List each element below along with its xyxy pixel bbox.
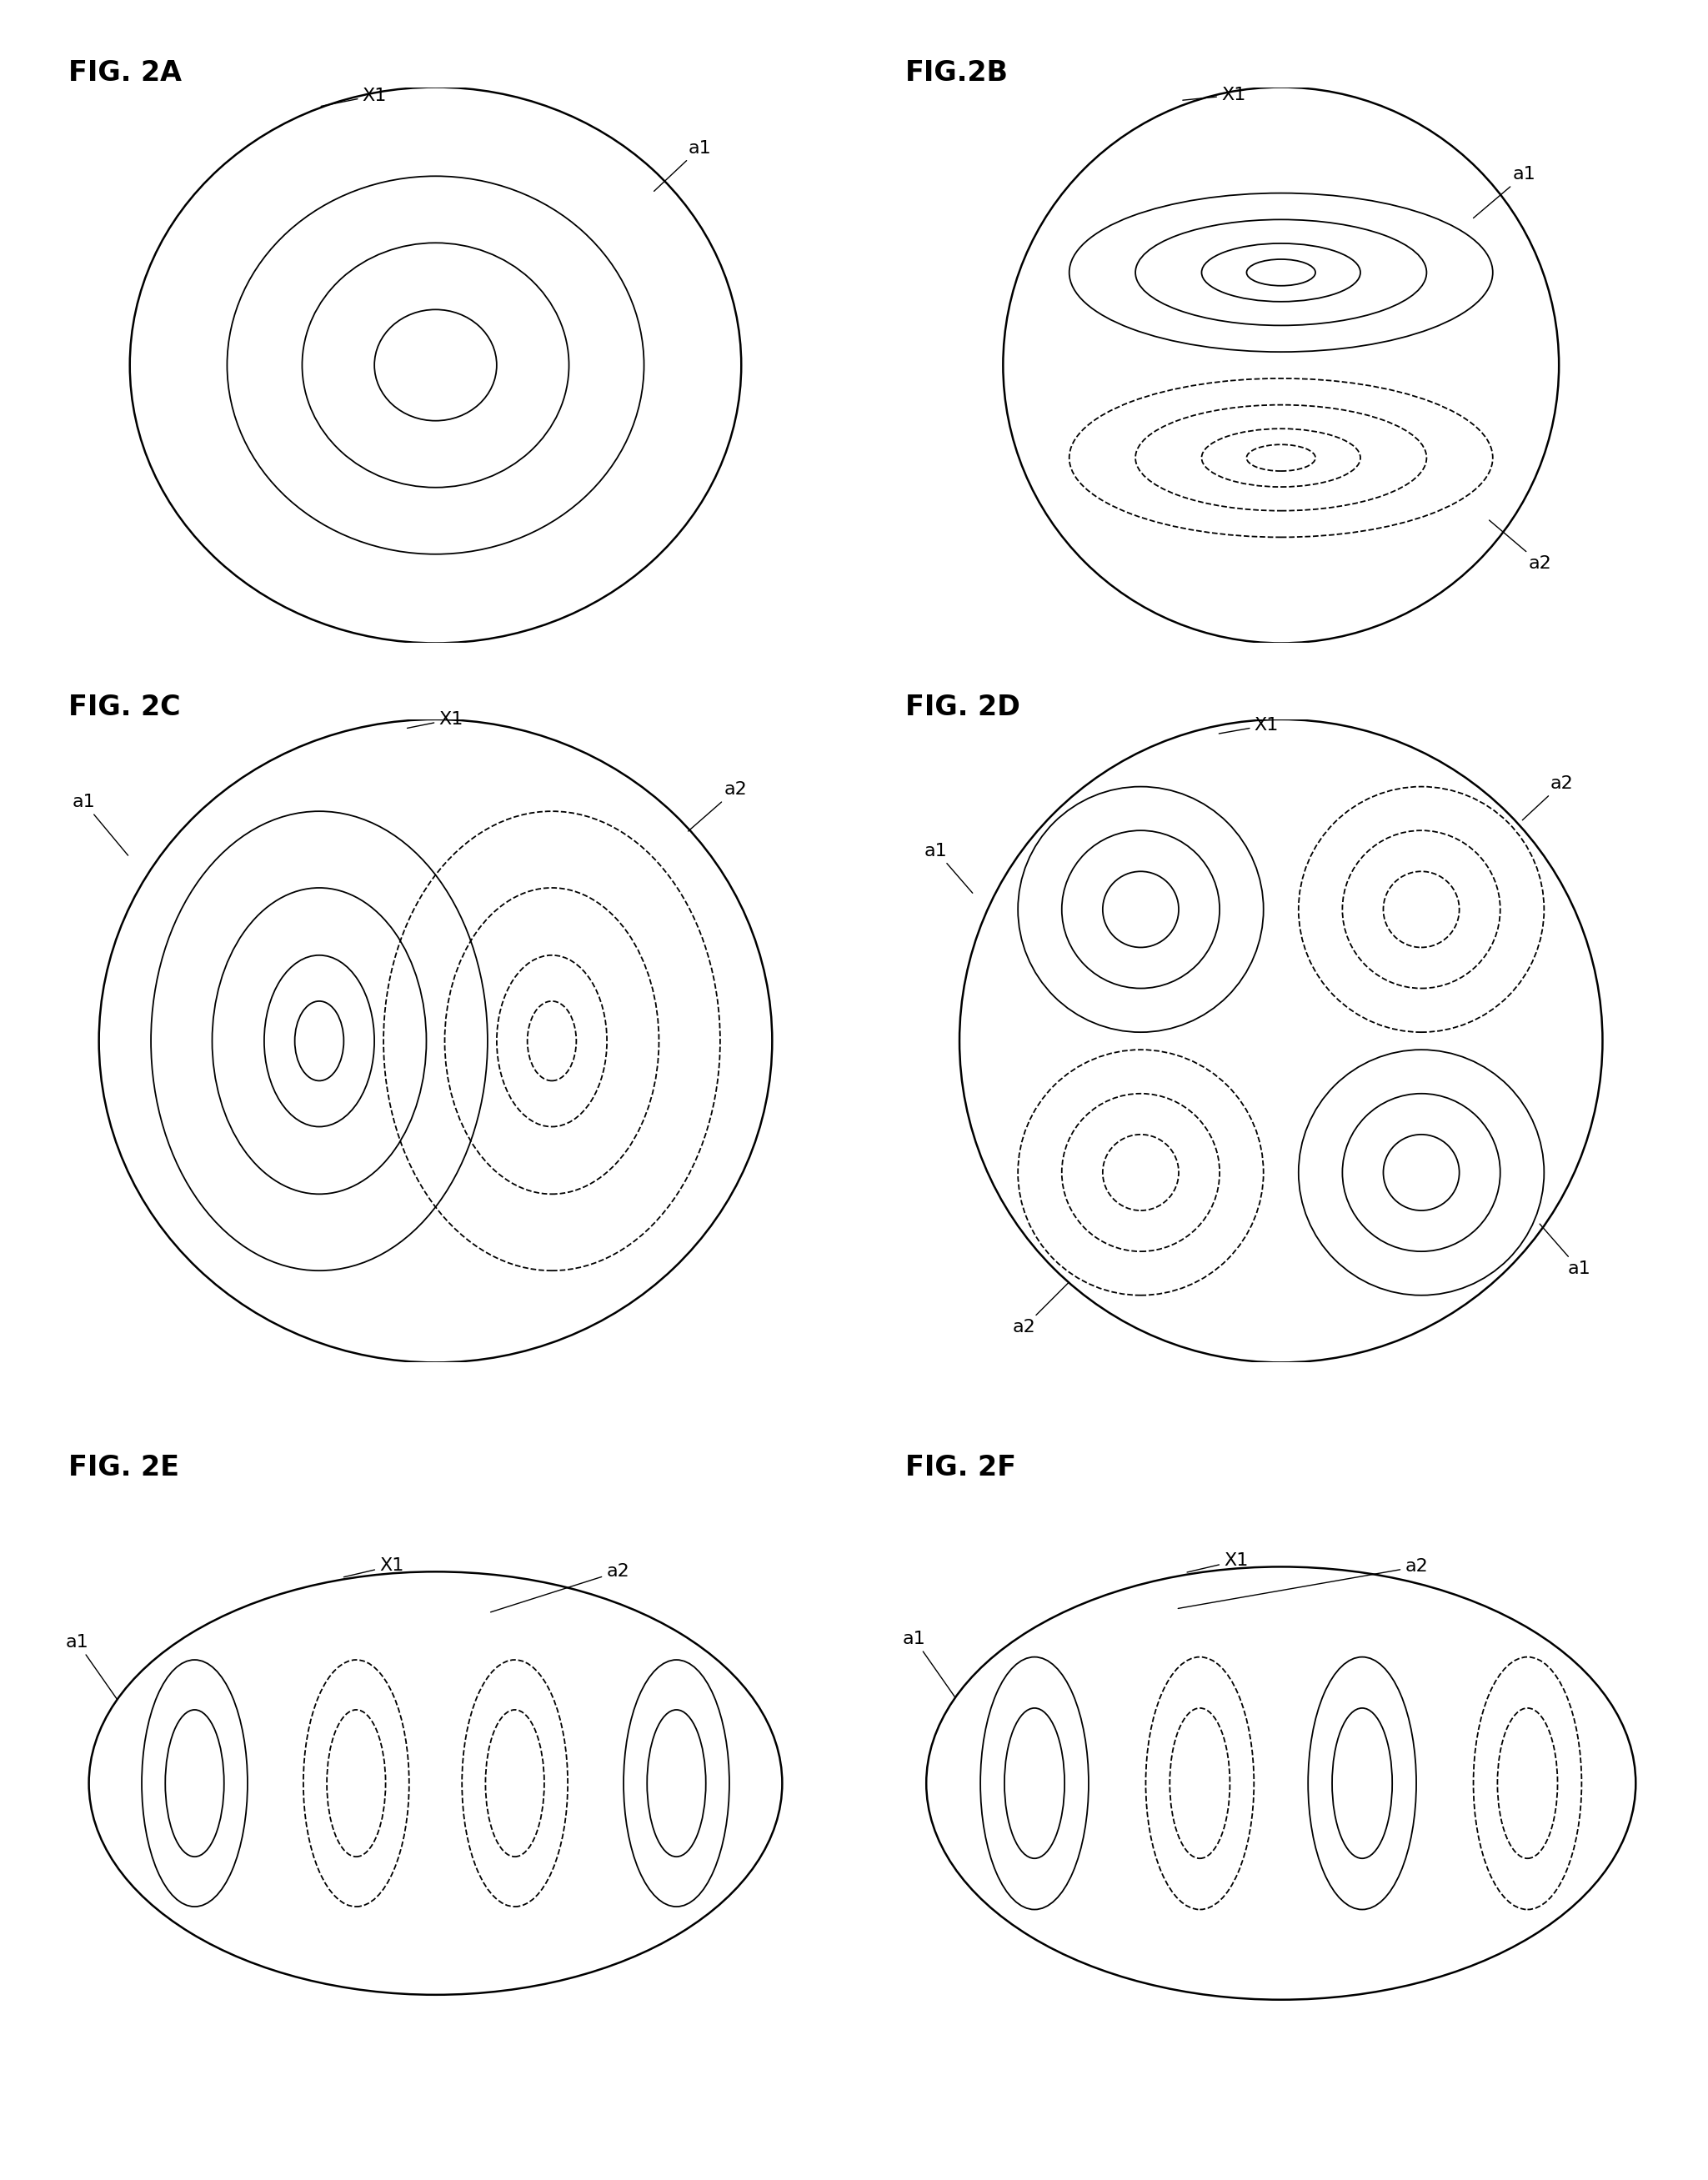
Text: a2: a2 <box>1522 776 1573 820</box>
Text: a2: a2 <box>688 780 746 831</box>
Text: FIG. 2A: FIG. 2A <box>68 59 181 87</box>
Text: a2: a2 <box>1013 1282 1069 1336</box>
Text: a1: a1 <box>654 140 711 192</box>
Text: a2: a2 <box>490 1563 629 1613</box>
Text: X1: X1 <box>1220 717 1279 735</box>
Text: X1: X1 <box>407 711 463 728</box>
Text: FIG. 2E: FIG. 2E <box>68 1454 179 1482</box>
Text: a1: a1 <box>1539 1223 1590 1277</box>
Text: FIG. 2F: FIG. 2F <box>905 1454 1016 1482</box>
Text: a1: a1 <box>904 1631 955 1698</box>
Text: FIG. 2C: FIG. 2C <box>68 693 181 722</box>
Text: a2: a2 <box>1489 521 1553 571</box>
Text: X1: X1 <box>1182 87 1245 102</box>
Text: a2: a2 <box>1179 1559 1428 1609</box>
Text: a1: a1 <box>1474 166 1535 218</box>
Text: a1: a1 <box>72 794 128 855</box>
Text: a1: a1 <box>65 1633 116 1698</box>
Text: FIG.2B: FIG.2B <box>905 59 1009 87</box>
Text: X1: X1 <box>343 1557 403 1576</box>
Text: a1: a1 <box>924 844 972 894</box>
Text: FIG. 2D: FIG. 2D <box>905 693 1020 722</box>
Text: X1: X1 <box>321 87 386 107</box>
Text: X1: X1 <box>1187 1552 1249 1572</box>
